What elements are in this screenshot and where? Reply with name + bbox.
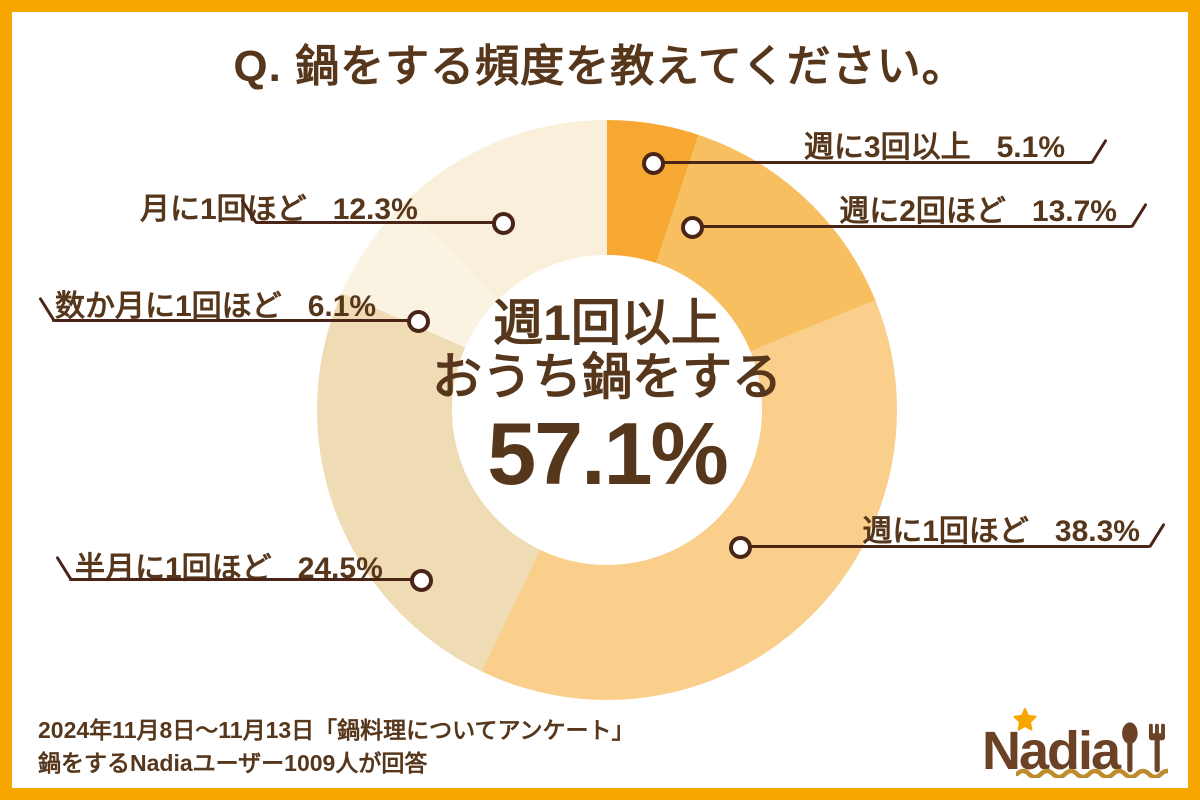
page-title: Q. 鍋をする頻度を教えてください。 (233, 42, 967, 91)
survey-note-line2: 鍋をするNadiaユーザー1009人が回答 (38, 750, 428, 776)
spoon-fork-icon (1122, 722, 1165, 773)
donut-hole (452, 255, 762, 565)
flower-icon (1013, 708, 1037, 731)
center-annotation-line2: おうち鍋をする (432, 349, 782, 405)
center-annotation-value: 57.1% (487, 404, 729, 503)
nadia-logo: Nadia (982, 708, 1172, 790)
center-annotation-line1: 週1回以上 (493, 295, 721, 351)
donut-chart (317, 120, 897, 700)
wavy-underline (1016, 768, 1168, 778)
survey-note-line1: 2024年11月8日〜11月13日「鍋料理についてアンケート」 (38, 717, 635, 743)
donut-center-annotation: 週1回以上 おうち鍋をする 57.1% (357, 296, 857, 504)
survey-note: 2024年11月8日〜11月13日「鍋料理についてアンケート」 鍋をするNadi… (38, 714, 635, 780)
